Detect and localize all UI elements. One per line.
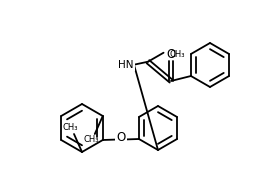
Text: O: O — [166, 48, 176, 60]
Text: O: O — [116, 131, 126, 144]
Text: CH₃: CH₃ — [83, 135, 99, 144]
Text: HN: HN — [118, 60, 134, 70]
Text: CH₃: CH₃ — [62, 124, 78, 132]
Text: CH₃: CH₃ — [170, 50, 185, 59]
